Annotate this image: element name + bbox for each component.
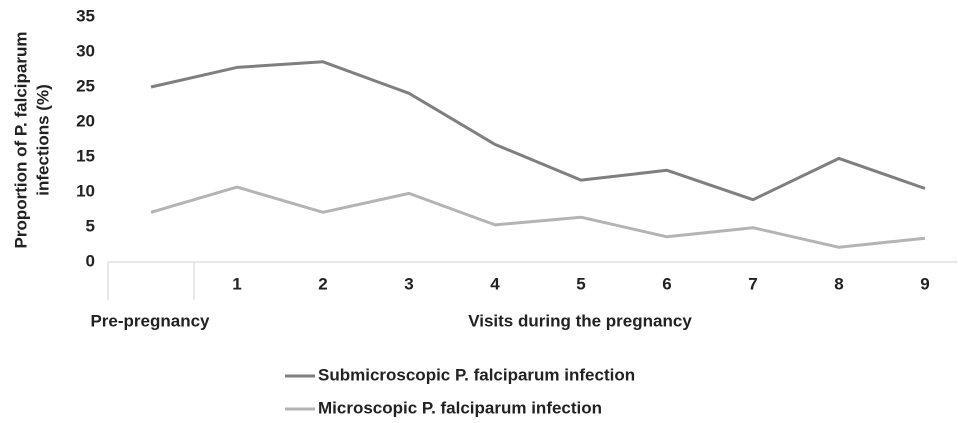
x-tick-label: 5	[576, 274, 585, 293]
y-tick-label: 0	[86, 251, 95, 270]
series-line	[150, 60, 926, 202]
y-tick-label: 10	[76, 181, 95, 200]
series-line	[150, 185, 926, 249]
x-tick-label: 1	[232, 274, 241, 293]
legend-label: Submicroscopic P. falciparum infection	[318, 365, 635, 384]
x-tick-label: 8	[834, 274, 843, 293]
x-group-label: Pre-pregnancy	[90, 311, 210, 330]
y-tick-label: 15	[76, 146, 95, 165]
x-tick-label: 4	[490, 274, 500, 293]
y-axis-title: Proportion of P. falciparum	[11, 32, 30, 249]
x-tick-label: 3	[404, 274, 413, 293]
legend-label: Microscopic P. falciparum infection	[318, 398, 602, 417]
y-axis-title: infections (%)	[33, 84, 52, 195]
y-tick-label: 30	[76, 41, 95, 60]
x-tick-label: 6	[662, 274, 671, 293]
x-tick-label: 9	[920, 274, 929, 293]
y-tick-label: 5	[86, 216, 95, 235]
y-tick-label: 25	[76, 76, 95, 95]
y-tick-label: 35	[76, 6, 95, 25]
x-tick-label: 7	[748, 274, 757, 293]
y-tick-label: 20	[76, 111, 95, 130]
x-group-label: Visits during the pregnancy	[468, 311, 692, 330]
x-tick-label: 2	[318, 274, 327, 293]
